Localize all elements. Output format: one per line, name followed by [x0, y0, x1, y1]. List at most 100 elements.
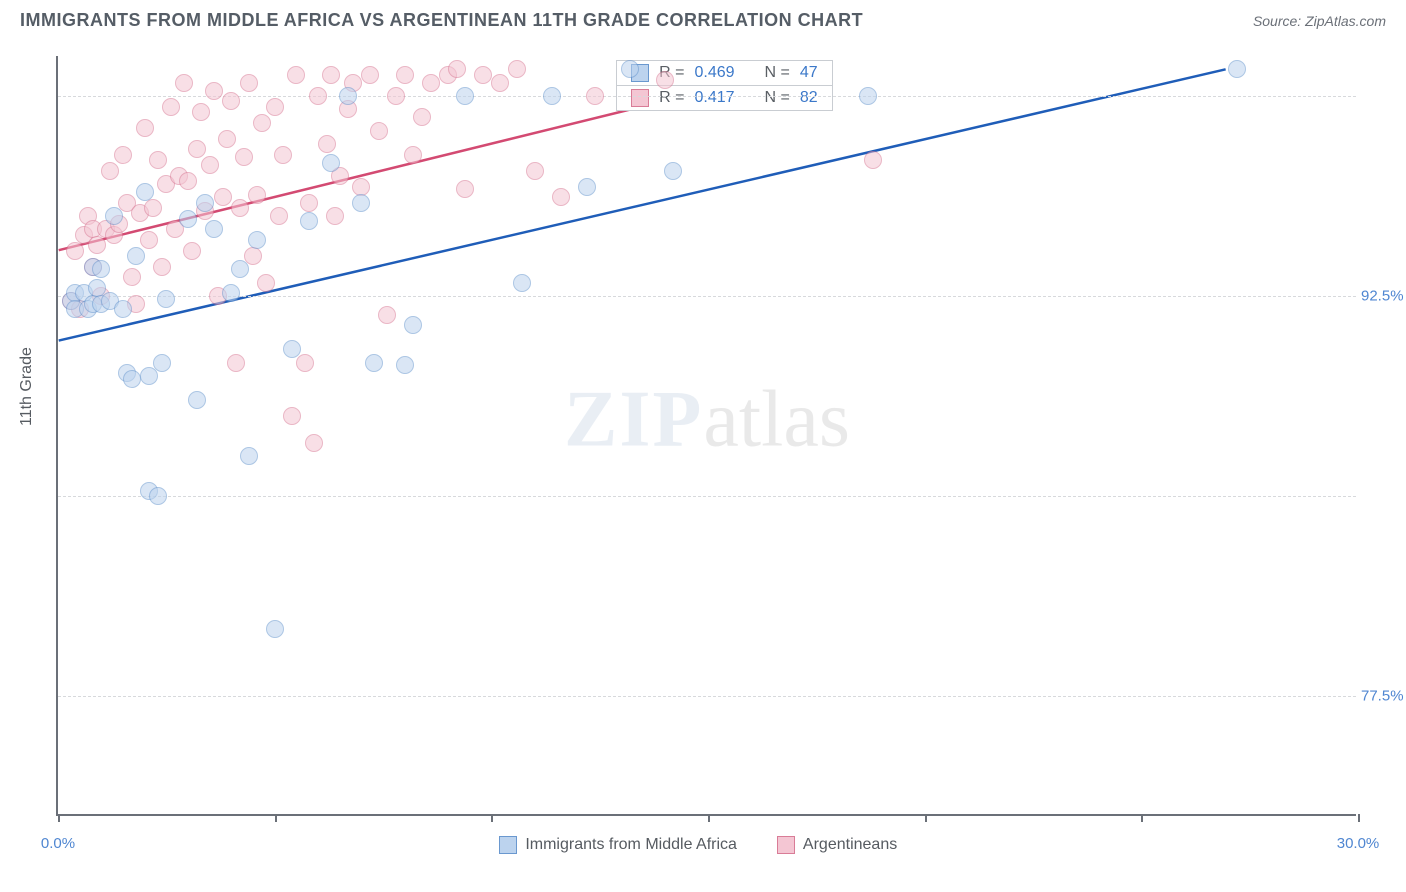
data-point [300, 212, 318, 230]
data-point [149, 487, 167, 505]
data-point [266, 98, 284, 116]
data-point [231, 260, 249, 278]
legend-row: R = 0.469N = 47 [617, 61, 832, 86]
data-point [179, 172, 197, 190]
data-point [66, 242, 84, 260]
data-point [586, 87, 604, 105]
data-point [396, 66, 414, 84]
legend-r-value: 0.469 [694, 64, 734, 82]
y-tick-label: 92.5% [1361, 288, 1406, 305]
data-point [283, 340, 301, 358]
data-point [136, 183, 154, 201]
source-label: Source: ZipAtlas.com [1253, 13, 1386, 29]
data-point [244, 247, 262, 265]
data-point [396, 356, 414, 374]
legend-swatch [777, 836, 795, 854]
data-point [274, 146, 292, 164]
data-point [92, 260, 110, 278]
data-point [188, 140, 206, 158]
data-point [101, 162, 119, 180]
data-point [240, 447, 258, 465]
series-legend: Immigrants from Middle Africa Argentinean… [499, 836, 897, 854]
data-point [214, 188, 232, 206]
data-point [136, 119, 154, 137]
data-point [235, 148, 253, 166]
data-point [140, 231, 158, 249]
data-point [413, 108, 431, 126]
data-point [140, 367, 158, 385]
data-point [287, 66, 305, 84]
legend-swatch [499, 836, 517, 854]
gridline [58, 696, 1356, 697]
data-point [240, 74, 258, 92]
data-point [543, 87, 561, 105]
data-point [513, 274, 531, 292]
data-point [361, 66, 379, 84]
data-point [456, 180, 474, 198]
legend-label: Argentineans [803, 836, 897, 854]
data-point [144, 199, 162, 217]
data-point [153, 354, 171, 372]
data-point [859, 87, 877, 105]
legend-swatch [631, 89, 649, 107]
data-point [222, 284, 240, 302]
legend-n-value: 47 [800, 64, 818, 82]
data-point [552, 188, 570, 206]
legend-n-prefix: N = [765, 89, 790, 107]
data-point [257, 274, 275, 292]
data-point [322, 154, 340, 172]
x-tick [1141, 814, 1143, 822]
data-point [283, 407, 301, 425]
correlation-legend: R = 0.469N = 47R = 0.417N = 82 [616, 60, 833, 111]
x-tick-label: 0.0% [41, 835, 75, 852]
data-point [387, 87, 405, 105]
data-point [114, 300, 132, 318]
data-point [339, 87, 357, 105]
data-point [192, 103, 210, 121]
data-point [864, 151, 882, 169]
legend-n-prefix: N = [765, 64, 790, 82]
data-point [370, 122, 388, 140]
data-point [123, 268, 141, 286]
x-tick [275, 814, 277, 822]
data-point [365, 354, 383, 372]
data-point [205, 220, 223, 238]
y-tick-label: 77.5% [1361, 688, 1406, 705]
data-point [248, 231, 266, 249]
legend-r-value: 0.417 [694, 89, 734, 107]
gridline [58, 496, 1356, 497]
x-tick [491, 814, 493, 822]
legend-label: Immigrants from Middle Africa [525, 836, 737, 854]
x-tick [708, 814, 710, 822]
data-point [162, 98, 180, 116]
data-point [491, 74, 509, 92]
data-point [656, 71, 674, 89]
data-point [621, 60, 639, 78]
data-point [88, 236, 106, 254]
data-point [253, 114, 271, 132]
data-point [422, 74, 440, 92]
chart-title: IMMIGRANTS FROM MIDDLE AFRICA VS ARGENTI… [20, 10, 863, 31]
data-point [123, 370, 141, 388]
data-point [201, 156, 219, 174]
data-point [266, 620, 284, 638]
data-point [175, 74, 193, 92]
gridline [58, 96, 1356, 97]
data-point [305, 434, 323, 452]
y-axis-title: 11th Grade [18, 347, 36, 426]
data-point [183, 242, 201, 260]
data-point [153, 258, 171, 276]
data-point [404, 146, 422, 164]
data-point [157, 290, 175, 308]
legend-item: Immigrants from Middle Africa [499, 836, 737, 854]
data-point [179, 210, 197, 228]
legend-r-prefix: R = [659, 89, 684, 107]
x-tick [58, 814, 60, 822]
data-point [448, 60, 466, 78]
x-tick [925, 814, 927, 822]
data-point [296, 354, 314, 372]
data-point [326, 207, 344, 225]
data-point [526, 162, 544, 180]
x-tick-label: 30.0% [1337, 835, 1380, 852]
trend-lines [58, 56, 1356, 814]
